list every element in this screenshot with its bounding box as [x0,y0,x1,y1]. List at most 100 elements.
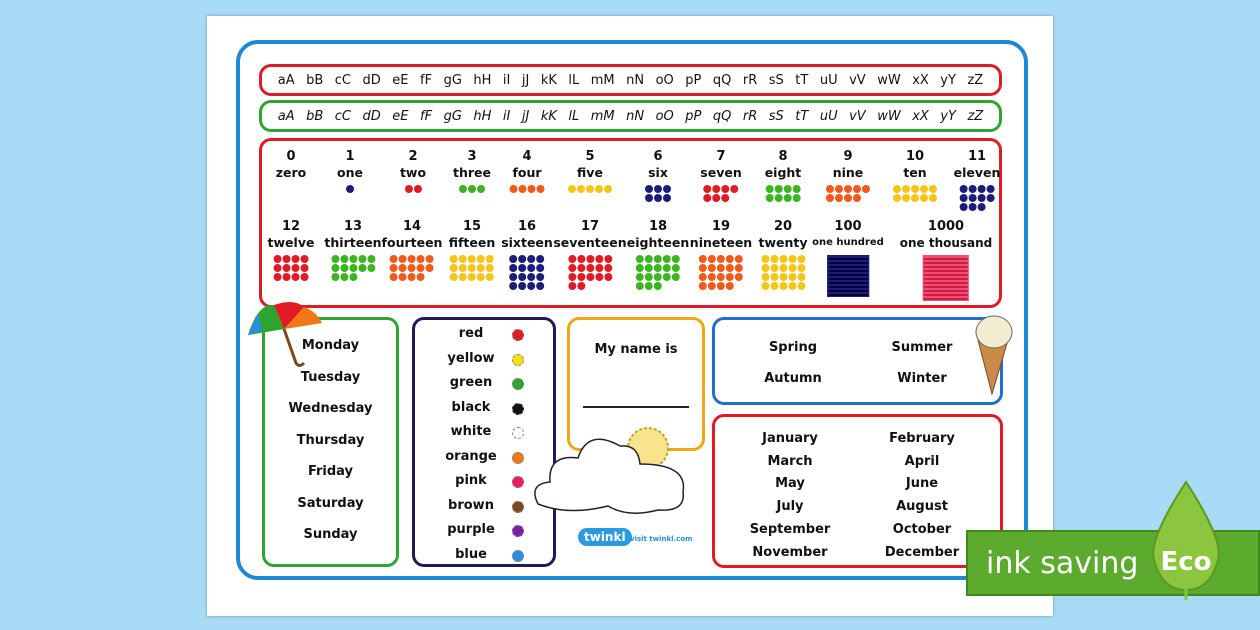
number-dots [324,255,381,281]
dot [826,185,834,193]
dot [477,185,485,193]
dot [527,273,536,281]
colour-splat-icon [512,329,524,341]
letter-pair: kK [540,72,557,88]
dot [300,273,309,281]
dot [577,264,585,272]
dot [902,185,910,193]
dot [721,194,730,202]
number-dots [627,255,689,290]
eco-leaf-icon: Eco [1152,480,1220,600]
number-word: seven [700,165,742,180]
dot [604,185,612,193]
month-item: November [752,544,828,560]
dot [765,185,774,193]
dot [844,185,852,193]
number-cell: 100 one hundred [812,219,884,297]
number-digit: 14 [402,219,422,234]
number-cell: 20 twenty [758,219,808,290]
name-line[interactable] [583,406,689,408]
dot [862,185,870,193]
month-item: May [775,476,805,492]
alphabet-cursive-box: aA bB cC dD eE fF gG hH iI jJ kK lL mM nN oO pP qQ rR sS tT… [259,100,1002,132]
number-word: eight [764,165,802,180]
letter-pair: nN [626,108,645,124]
number-digit: 9 [843,149,853,164]
days-box: Monday Tuesday Wednesday Thursday Friday Satu… [262,317,399,567]
number-dots [690,255,752,290]
dot [527,255,536,263]
visit-link[interactable]: visit twinkl.com [630,535,693,543]
letter-pair: iI [502,108,511,124]
dot [358,255,366,263]
dot [797,255,805,263]
dot [644,255,653,263]
dot [407,264,416,272]
dot [761,255,769,263]
number-dots [645,185,671,202]
letter-pair: lL [568,72,580,88]
letter-pair: fF [420,108,433,124]
dot [644,282,653,290]
dot [716,255,725,263]
number-word: fifteen [448,235,496,250]
number-dots [453,185,491,193]
number-digit: 1000 [927,219,965,234]
dot [340,255,348,263]
month-item: April [904,453,940,469]
dot [449,273,458,281]
letter-pair: vV [849,72,866,88]
dot [707,282,716,290]
dot [654,185,662,193]
dot [797,282,805,290]
dot [568,255,576,263]
colour-item: yellow [447,350,495,366]
dot [595,185,603,193]
colour-item: purple [447,522,495,537]
month-item: March [767,453,813,469]
alphabet-cursive: aA bB cC dD eE fF gG hH iI jJ kK lL mM nN oO pP qQ rR sS tT… [262,103,999,129]
letter-pair: cC [334,108,352,124]
colours-box: red yellow green black white orange pink brown p… [412,317,556,567]
dot [774,194,783,202]
dot [425,264,434,272]
dot [698,255,707,263]
dot [595,264,603,272]
dot [577,273,585,281]
letter-pair: mM [590,108,615,124]
dot [407,255,416,263]
number-cell: 11 eleven [954,149,1000,211]
dot [509,185,518,193]
number-word: one hundred [812,237,884,248]
dot [835,185,843,193]
number-word: one [337,165,363,180]
number-cell: 8 eight [764,149,802,202]
dot [920,194,928,202]
letter-pair: gG [443,108,462,124]
letter-pair: vV [849,108,866,124]
name-box: My name is [567,317,705,451]
dot [902,194,910,202]
season-item: Summer [891,340,953,355]
dot [476,273,485,281]
letter-pair: hH [473,108,492,124]
dot [468,185,476,193]
dot [986,185,995,193]
name-label: My name is [594,342,678,357]
month-item: December [884,544,960,560]
dot [788,255,796,263]
dot [568,185,576,193]
number-dots [268,255,315,281]
dot [273,255,282,263]
umbrella-icon [248,301,322,367]
dot [774,185,783,193]
letter-pair: iI [502,72,511,88]
colour-splat-icon [512,500,524,513]
dot [853,194,861,202]
month-item: June [905,476,939,492]
season-item: Autumn [764,371,822,386]
letter-pair: pP [685,72,702,88]
number-dots [449,255,496,281]
day-item: Thursday [296,432,365,448]
dot [518,264,527,272]
